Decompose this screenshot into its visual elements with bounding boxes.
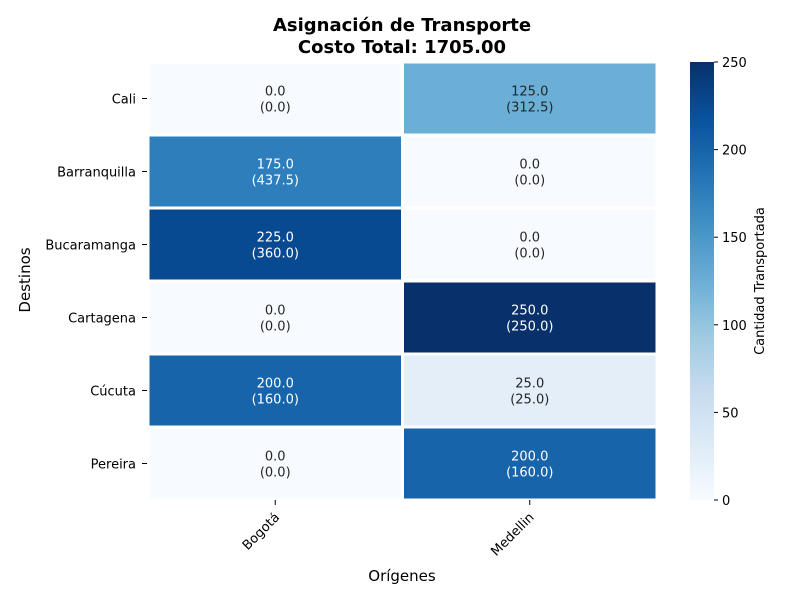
cell-value-label: 225.0 (257, 231, 294, 246)
chart-title-line1: Asignación de Transporte (273, 15, 531, 36)
y-tick-label: Bucaramanga (45, 239, 136, 254)
cell-value-label: 0.0 (265, 85, 286, 100)
y-tick-label: Barranquilla (57, 166, 136, 181)
heatmap-cell (401, 425, 659, 502)
colorbar-tick-label: 200 (722, 144, 747, 159)
cell-value-label: 250.0 (511, 304, 548, 319)
cell-value-label: 25.0 (515, 377, 544, 392)
heatmap-cell (401, 352, 659, 429)
cell-cost-label: (312.5) (506, 101, 553, 116)
cell-value-label: 0.0 (265, 304, 286, 319)
colorbar-ticks: 0 50 100 150 200 250 (714, 56, 747, 509)
cell-cost-label: (160.0) (506, 466, 553, 481)
colorbar-tick-label: 0 (722, 494, 730, 509)
colorbar-tick-label: 50 (722, 406, 739, 421)
heatmap-cells: 0.0(0.0)125.0(312.5)175.0(437.5)0.0(0.0)… (146, 60, 659, 502)
x-tick-label: Bogotá (240, 510, 283, 553)
x-tick-label: Medellin (488, 510, 537, 559)
colorbar-tick-label: 250 (722, 56, 747, 71)
cell-cost-label: (0.0) (260, 320, 291, 335)
heatmap-cell (146, 60, 404, 137)
cell-cost-label: (360.0) (252, 247, 299, 262)
cell-cost-label: (25.0) (510, 393, 549, 408)
cell-value-label: 200.0 (257, 377, 294, 392)
y-axis-ticks: Cali Barranquilla Bucaramanga Cartagena Cúcu… (45, 93, 147, 473)
cell-cost-label: (0.0) (514, 247, 545, 262)
x-axis-title: Orígenes (368, 567, 436, 585)
cell-value-label: 175.0 (257, 158, 294, 173)
cell-value-label: 0.0 (519, 158, 540, 173)
y-tick-label: Cúcuta (90, 385, 136, 400)
heatmap-cell (401, 133, 659, 210)
y-tick-label: Pereira (91, 458, 136, 473)
y-tick-label: Cartagena (68, 312, 136, 327)
cell-value-label: 0.0 (519, 231, 540, 246)
cell-cost-label: (0.0) (514, 174, 545, 189)
colorbar (690, 62, 714, 500)
cell-value-label: 125.0 (511, 85, 548, 100)
cell-value-label: 200.0 (511, 450, 548, 465)
heatmap-cell (401, 60, 659, 137)
cell-cost-label: (0.0) (260, 466, 291, 481)
chart-title-line2: Costo Total: 1705.00 (298, 37, 506, 58)
cell-cost-label: (437.5) (252, 174, 299, 189)
cell-cost-label: (0.0) (260, 101, 291, 116)
y-tick-label: Cali (112, 93, 136, 108)
colorbar-tick-label: 150 (722, 231, 747, 246)
x-axis-ticks: Bogotá Medellin (240, 500, 538, 559)
y-axis-title: Destinos (16, 247, 34, 312)
cell-cost-label: (160.0) (252, 393, 299, 408)
colorbar-label: Cantidad Transportada (753, 207, 768, 355)
heatmap-cell (401, 206, 659, 283)
cell-cost-label: (250.0) (506, 320, 553, 335)
cell-value-label: 0.0 (265, 450, 286, 465)
heatmap-cell (401, 279, 659, 356)
colorbar-tick-label: 100 (722, 319, 747, 334)
